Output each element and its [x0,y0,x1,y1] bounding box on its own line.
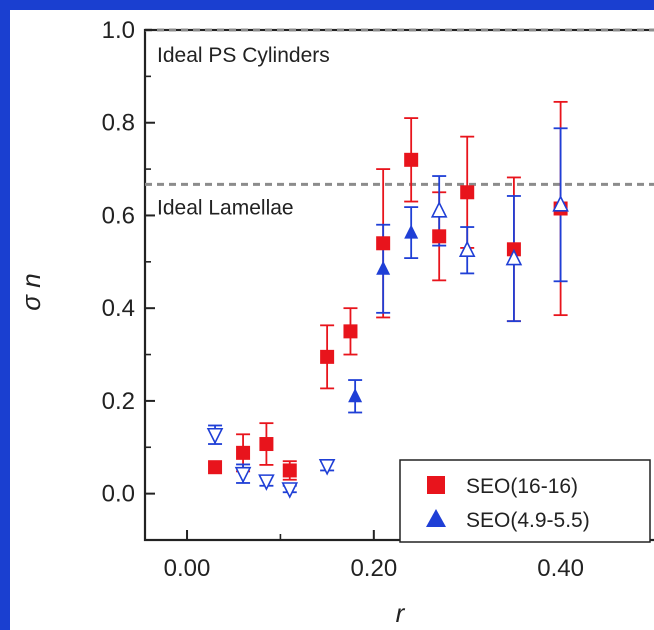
data-point-triangle-open [552,195,569,212]
data-point-square [236,445,251,460]
data-point-triangle [348,388,363,403]
y-axis-ticks: 0.0 0.2 0.4 0.6 0.8 1.0 [102,17,155,508]
x-tick-label: 0.00 [164,555,211,582]
error-bars [208,100,568,494]
legend-box [399,459,651,543]
chart-frame: Ideal PS Cylinders Ideal Lamellae 0.00 0.2… [10,10,654,630]
data-point-square [320,349,335,364]
data-point-triangle-down [234,466,252,484]
y-tick-label: 0.8 [102,110,135,137]
data-point-square [460,185,475,200]
data-point-square [376,236,391,251]
x-tick-label: 0.20 [350,555,397,582]
legend-label: SEO(16-16) [466,475,578,498]
data-point-square [432,229,447,244]
data-point-triangle-down [318,459,336,476]
y-tick-label: 0.2 [102,388,135,415]
y-tick-label: 0.0 [102,481,135,508]
data-point-square [404,152,419,167]
y-tick-label: 1.0 [102,17,135,44]
data-point-triangle-down [206,427,224,445]
data-point-square [343,324,358,339]
x-axis-ticks: 0.00 0.20 0.40 [164,530,584,582]
data-markers [206,152,569,499]
x-axis-title: r [396,598,406,628]
legend: SEO(16-16) SEO(4.9-5.5) [399,459,651,543]
data-point-triangle [404,224,419,239]
data-point-triangle-down [281,482,299,499]
legend-label: SEO(4.9-5.5) [466,509,590,532]
x-tick-label: 0.40 [537,555,584,582]
legend-marker-triangle [426,509,446,527]
reference-line-label: Ideal Lamellae [157,196,294,219]
y-tick-label: 0.4 [102,295,135,322]
data-point-square [259,437,274,452]
y-tick-label: 0.6 [102,202,135,229]
reference-line-label: Ideal PS Cylinders [157,44,330,67]
data-point-triangle-down [258,474,275,491]
scatter-chart: Ideal PS Cylinders Ideal Lamellae 0.00 0.2… [16,17,654,628]
data-point-triangle-open [458,240,476,258]
reference-lines: Ideal PS Cylinders Ideal Lamellae [145,28,654,219]
data-point-triangle-open [505,248,523,266]
data-point-triangle [376,260,391,275]
legend-marker-square [427,476,445,494]
y-axis-title: σ n [16,273,46,310]
data-point-triangle-open [430,201,448,218]
data-point-square [208,460,223,475]
data-point-square [282,463,297,478]
